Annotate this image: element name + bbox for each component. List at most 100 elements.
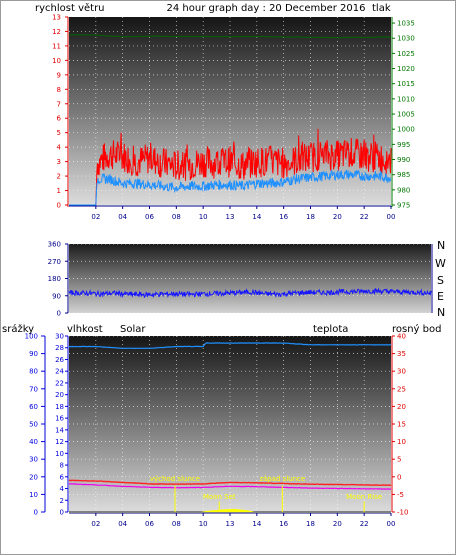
direction-tick-label: 360 <box>48 241 61 249</box>
pressure-tick-label: 990 <box>397 156 410 164</box>
rain-tick-label: 20 <box>29 473 38 481</box>
temperature-tick-label: -10 <box>397 509 408 517</box>
rain-tick-label: 100 <box>25 333 38 341</box>
inner-tick-label: 10 <box>55 450 64 458</box>
time-tick-label: 18 <box>306 213 315 221</box>
rain-tick-label: 70 <box>29 385 38 393</box>
compass-label: N <box>437 239 445 252</box>
rain-tick-label: 50 <box>29 421 38 429</box>
compass-label: E <box>437 290 444 303</box>
event-label: Moon Set <box>203 493 236 501</box>
time-tick-label: 00 <box>387 213 396 221</box>
time-tick-label: 00 <box>387 520 396 528</box>
temperature-tick-label: 35 <box>397 350 406 358</box>
time-tick-label: 06 <box>145 213 154 221</box>
inner-tick-label: 4 <box>60 485 65 493</box>
direction-tick-label: 0 <box>57 310 61 318</box>
compass-label: S <box>437 274 444 287</box>
pressure-tick-label: 1035 <box>397 20 415 28</box>
wind-direction-series <box>68 287 432 299</box>
pressure-tick-label: 975 <box>397 202 410 210</box>
compass-label: W <box>435 257 446 270</box>
time-tick-label: 20 <box>333 213 342 221</box>
wind-tick-label: 6 <box>57 115 62 123</box>
pressure-axis-title: tlak <box>372 3 391 14</box>
temperature-tick-label: 5 <box>397 456 401 464</box>
time-tick-label: 14 <box>252 213 261 221</box>
wind-speed-axis-title: rychlost větru <box>35 2 105 14</box>
time-tick-label: 02 <box>91 213 100 221</box>
inner-tick-label: 8 <box>60 462 64 470</box>
inner-tick-label: 24 <box>55 368 64 376</box>
pressure-tick-label: 1000 <box>397 126 415 134</box>
wind-tick-label: 7 <box>57 100 61 108</box>
pressure-tick-label: 985 <box>397 171 410 179</box>
temperature-tick-label: 10 <box>397 438 406 446</box>
wind-tick-label: 2 <box>57 173 61 181</box>
temperature-tick-label: 20 <box>397 403 406 411</box>
wind-average-series <box>69 169 392 206</box>
legend-rain: srážky <box>2 323 34 335</box>
event-label: východ slunce <box>150 475 200 483</box>
wind-tick-label: 10 <box>52 57 61 65</box>
wind-tick-label: 0 <box>57 202 61 210</box>
rain-tick-label: 60 <box>29 403 38 411</box>
time-tick-label: 10 <box>199 213 208 221</box>
time-tick-label: 06 <box>145 520 154 528</box>
time-tick-label: 08 <box>172 213 181 221</box>
time-tick-label: 02 <box>91 520 100 528</box>
time-tick-label: 20 <box>333 520 342 528</box>
temperature-tick-label: 40 <box>397 333 406 341</box>
time-tick-label: 10 <box>199 520 208 528</box>
graph-title: 24 hour graph day : 20 December 2016 <box>167 3 366 14</box>
legend-solar: Solar <box>120 324 146 335</box>
time-tick-label: 22 <box>360 213 369 221</box>
time-tick-label: 16 <box>279 520 288 528</box>
pressure-tick-label: 1030 <box>397 35 415 43</box>
legend-dew-point: rosný bod <box>392 323 441 335</box>
inner-tick-label: 0 <box>60 509 64 517</box>
direction-tick-label: 90 <box>52 292 61 300</box>
temperature-tick-label: 15 <box>397 421 406 429</box>
time-tick-label: 04 <box>118 213 127 221</box>
wind-tick-label: 1 <box>57 187 61 195</box>
wind-tick-label: 9 <box>57 71 61 79</box>
rain-tick-label: 80 <box>29 368 38 376</box>
legend-temperature: teplota <box>313 324 348 335</box>
inner-tick-label: 2 <box>60 497 64 505</box>
inner-tick-label: 22 <box>55 379 64 387</box>
rain-tick-label: 10 <box>29 491 38 499</box>
event-label: Moon Rise <box>346 493 382 501</box>
inner-tick-label: 6 <box>60 473 65 481</box>
pressure-tick-label: 1020 <box>397 65 415 73</box>
direction-tick-label: 180 <box>48 275 61 283</box>
pressure-tick-label: 1025 <box>397 50 415 58</box>
rain-tick-label: 0 <box>34 509 38 517</box>
time-tick-label: 22 <box>360 520 369 528</box>
wind-tick-label: 3 <box>57 158 61 166</box>
rain-tick-label: 40 <box>29 438 38 446</box>
inner-tick-label: 20 <box>55 391 64 399</box>
temperature-series <box>68 479 392 487</box>
solar-series <box>69 508 391 513</box>
wind-tick-label: 12 <box>52 28 61 36</box>
legend-humidity: vlhkost <box>67 324 103 335</box>
temperature-tick-label: 0 <box>397 473 401 481</box>
compass-label: N <box>437 306 445 319</box>
rain-tick-label: 30 <box>29 456 38 464</box>
event-label: západ slunce <box>259 475 305 483</box>
time-tick-label: 14 <box>252 520 261 528</box>
pressure-series <box>68 33 392 39</box>
inner-tick-label: 18 <box>55 403 64 411</box>
wind-tick-label: 11 <box>52 42 61 50</box>
pressure-tick-label: 1015 <box>397 80 415 88</box>
time-tick-label: 16 <box>279 213 288 221</box>
time-tick-label: 04 <box>118 520 127 528</box>
inner-tick-label: 26 <box>55 356 64 364</box>
rain-tick-label: 90 <box>29 350 38 358</box>
pressure-tick-label: 1010 <box>397 95 415 103</box>
inner-tick-label: 14 <box>55 426 64 434</box>
time-tick-label: 18 <box>306 520 315 528</box>
